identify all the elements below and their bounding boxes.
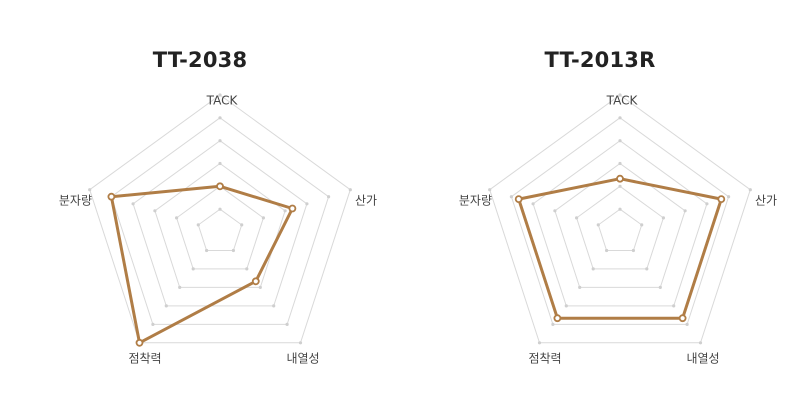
chart-title: TT-2013R bbox=[544, 48, 656, 72]
grid-node bbox=[348, 188, 352, 192]
grid-ring bbox=[489, 94, 751, 344]
grid-ring bbox=[554, 162, 686, 288]
grid-ring bbox=[89, 94, 351, 344]
grid-node bbox=[258, 285, 262, 289]
grid-ring bbox=[176, 185, 264, 270]
data-point-3 bbox=[678, 314, 687, 323]
grid-node bbox=[645, 267, 649, 271]
grid-node bbox=[240, 223, 244, 227]
axis-label: 점착력 bbox=[128, 352, 161, 366]
grid-node bbox=[164, 304, 168, 308]
grid-node bbox=[578, 285, 582, 289]
data-point-5 bbox=[514, 195, 523, 204]
grid-ring bbox=[576, 185, 664, 270]
grid-node bbox=[683, 209, 687, 213]
grid-node bbox=[553, 209, 557, 213]
axis-label: 산가 bbox=[355, 194, 377, 208]
data-point-4 bbox=[553, 314, 562, 323]
grid-node bbox=[285, 322, 289, 326]
axis-label: 내열성 bbox=[286, 352, 319, 366]
grid-node bbox=[705, 202, 709, 206]
grid-ring bbox=[510, 117, 730, 325]
grid-node bbox=[196, 223, 200, 227]
grid-node bbox=[618, 139, 622, 143]
grid-node bbox=[231, 248, 235, 253]
grid-node bbox=[488, 188, 492, 192]
grid-node bbox=[509, 195, 513, 199]
grid-node bbox=[591, 267, 595, 271]
grid-node bbox=[727, 195, 731, 199]
grid-node bbox=[618, 207, 622, 211]
axis-label: 분자량 bbox=[59, 194, 92, 208]
data-point-1 bbox=[616, 174, 624, 183]
data-point-2 bbox=[288, 204, 297, 213]
grid-node bbox=[245, 267, 249, 271]
grid-node bbox=[748, 188, 752, 192]
grid-node bbox=[618, 184, 622, 188]
grid-node bbox=[537, 341, 542, 345]
grid-node bbox=[618, 161, 622, 166]
grid-node bbox=[698, 341, 703, 345]
grid-node bbox=[218, 207, 222, 211]
grid-node bbox=[88, 188, 92, 192]
grid-node bbox=[564, 304, 568, 308]
grid-node bbox=[672, 304, 676, 308]
grid-node bbox=[551, 322, 555, 326]
data-point-5 bbox=[107, 192, 116, 201]
axis-label: 분자량 bbox=[459, 194, 492, 208]
grid-node bbox=[261, 216, 265, 220]
series-line bbox=[517, 177, 723, 320]
grid-ring bbox=[197, 208, 243, 251]
grid-node bbox=[283, 209, 287, 213]
chart-title: TT-2038 bbox=[152, 48, 248, 72]
grid-node bbox=[272, 304, 276, 308]
grid-node bbox=[178, 285, 182, 289]
data-point-1 bbox=[216, 182, 224, 191]
grid-node bbox=[218, 93, 222, 97]
data-point-3 bbox=[251, 277, 260, 286]
grid-node bbox=[661, 216, 665, 220]
grid-node bbox=[218, 161, 222, 166]
grid-node bbox=[618, 93, 622, 97]
axis-label: 내열성 bbox=[686, 352, 719, 366]
grid-ring bbox=[597, 208, 643, 251]
grid-node bbox=[153, 209, 157, 213]
grid-node bbox=[151, 322, 155, 326]
data-point-4 bbox=[135, 338, 144, 347]
axis-label: 점착력 bbox=[528, 352, 561, 366]
grid-node bbox=[175, 216, 179, 220]
grid-node bbox=[205, 248, 209, 253]
grid-node bbox=[131, 202, 135, 206]
grid-node bbox=[575, 216, 579, 220]
grid-node bbox=[191, 267, 195, 271]
grid-node bbox=[685, 322, 689, 326]
grid-node bbox=[531, 202, 535, 206]
grid-node bbox=[658, 285, 662, 289]
grid-node bbox=[218, 116, 222, 120]
grid-node bbox=[218, 139, 222, 143]
grid-ring bbox=[110, 117, 330, 325]
grid-node bbox=[640, 223, 644, 227]
series-line bbox=[109, 184, 294, 345]
data-point-2 bbox=[717, 195, 726, 204]
grid-node bbox=[631, 248, 635, 253]
axis-label: TACK bbox=[206, 94, 239, 108]
grid-node bbox=[298, 341, 303, 345]
grid-node bbox=[305, 202, 309, 206]
grid-node bbox=[327, 195, 331, 199]
axis-label: TACK bbox=[606, 94, 639, 108]
grid-node bbox=[596, 223, 600, 227]
grid-node bbox=[618, 116, 622, 120]
axis-label: 산가 bbox=[755, 194, 777, 208]
grid-node bbox=[605, 248, 609, 253]
